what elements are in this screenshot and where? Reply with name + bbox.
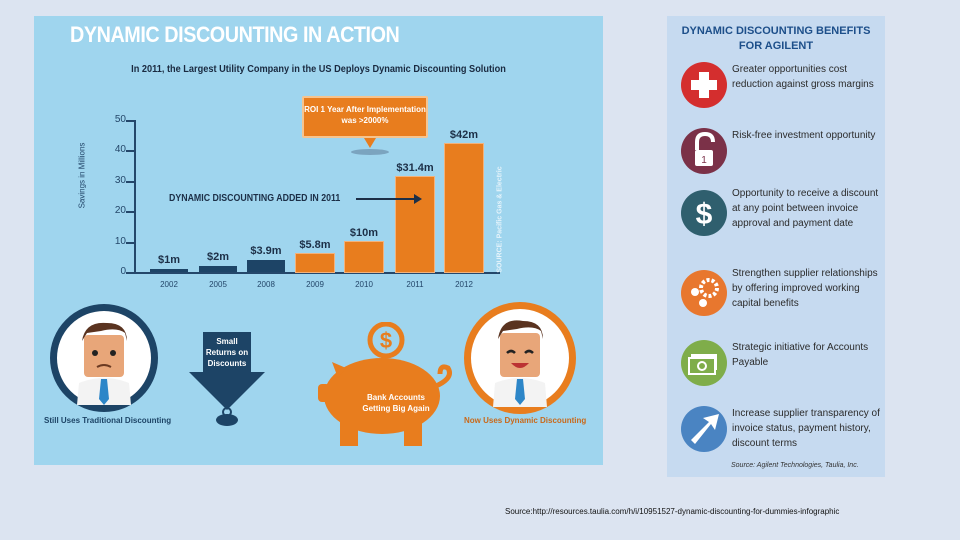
gears-icon [681, 270, 727, 316]
y-tick-label: 10 [114, 235, 126, 247]
bar-value-label: $2m [206, 250, 230, 263]
svg-text:1: 1 [701, 155, 707, 166]
benefits-title-line2: FOR AGILENT [738, 40, 814, 52]
benefits-title: DYNAMIC DISCOUNTING BENEFITS FOR AGILENT [667, 24, 885, 54]
infographic-title: DYNAMIC DISCOUNTING IN ACTION [70, 22, 400, 47]
x-tick-label: 2009 [306, 280, 324, 289]
cash-icon [681, 340, 727, 386]
chart-source-vertical: SOURCE: Pacific Gas & Electric [496, 166, 504, 273]
roi-callout: ROI 1 Year After Implementation was >200… [302, 96, 428, 138]
arrow-up-right-icon [681, 406, 727, 452]
y-tick-label: 30 [114, 174, 126, 186]
dd-added-annotation: DYNAMIC DISCOUNTING ADDED IN 2011 [169, 193, 341, 204]
bar-value-label: $42m [449, 129, 479, 142]
unlocked-padlock-icon: 1 [681, 128, 727, 174]
benefit-text: Strategic initiative for Accounts Payabl… [732, 342, 869, 368]
y-axis [134, 120, 136, 273]
benefits-title-line1: DYNAMIC DISCOUNTING BENEFITS [681, 25, 871, 37]
sad-businessman-avatar [50, 304, 158, 412]
y-tick [126, 120, 134, 122]
svg-text:$: $ [380, 328, 392, 353]
bar-value-label: $1m [157, 253, 181, 266]
y-tick-label: 20 [114, 205, 126, 217]
happy-businessman-avatar [464, 302, 576, 414]
benefit-text: Greater opportunities cost reduction aga… [732, 64, 874, 90]
dynamic-discounting-caption: Now Uses Dynamic Discounting [464, 416, 587, 425]
benefit-text: Increase supplier transparency of invoic… [732, 408, 880, 449]
happy-face-icon [493, 320, 547, 407]
cross-icon [681, 62, 727, 108]
savings-bar-chart: Savings in Millions 0 10 20 30 40 50 $1m 2002 $… [34, 16, 603, 306]
benefit-text: Strengthen supplier relationships by off… [732, 268, 878, 309]
callout-tail [364, 138, 376, 148]
piggy-bank-icon: $ [318, 322, 452, 446]
arrow-right-icon [414, 194, 422, 204]
y-tick [126, 180, 134, 183]
bar-value-label: $3.9m [250, 245, 282, 258]
traditional-discounting-caption: Still Uses Traditional Discounting [44, 416, 172, 425]
callout-shadow [351, 149, 389, 155]
y-tick-label: 40 [114, 144, 126, 156]
piggy-bank-label: Bank Accounts Getting Big Again [362, 393, 430, 413]
sad-face-icon [77, 322, 131, 405]
x-tick-label: 2012 [455, 280, 473, 289]
benefit-text: Risk-free investment opportunity [732, 130, 876, 141]
small-returns-label: Small Returns on Discounts [205, 337, 249, 368]
x-tick-label: 2002 [160, 280, 178, 289]
bar-2012 [445, 144, 483, 272]
down-arrow-icon [189, 332, 265, 426]
y-tick [126, 211, 134, 214]
benefits-source: Source: Agilent Technologies, Taulia, In… [731, 462, 859, 469]
svg-text:$: $ [696, 198, 713, 231]
y-axis-label: Savings in Millions [77, 142, 87, 209]
benefits-panel: DYNAMIC DISCOUNTING BENEFITS FOR AGILENT… [667, 16, 885, 477]
y-tick-label: 50 [114, 114, 126, 125]
footer-source-link[interactable]: Source:http://resources.taulia.com/h/i/1… [505, 507, 840, 516]
bar-2002 [150, 268, 188, 272]
benefit-text: Opportunity to receive a discount at any… [732, 188, 879, 229]
bar-value-label: $5.8m [299, 239, 331, 252]
dollar-icon: $ [681, 190, 727, 236]
x-tick-label: 2011 [406, 280, 424, 289]
x-tick-label: 2005 [209, 280, 227, 289]
y-tick [126, 150, 134, 153]
x-tick-label: 2010 [355, 280, 373, 289]
bar-value-label: $10m [349, 226, 379, 239]
bar-value-label: $31.4m [396, 161, 434, 174]
bar-2010 [345, 241, 383, 272]
bar-2005 [199, 265, 237, 272]
x-axis [134, 272, 500, 274]
dynamic-discounting-infographic: DYNAMIC DISCOUNTING IN ACTION In 2011, t… [34, 16, 603, 465]
y-tick [126, 272, 134, 274]
y-tick-label: 0 [120, 266, 126, 277]
bar-2009 [296, 254, 334, 272]
bar-2008 [247, 260, 285, 272]
bar-2011 [396, 176, 434, 272]
annotation-arrow-line [356, 198, 416, 200]
x-tick-label: 2008 [257, 280, 275, 289]
y-tick [126, 241, 134, 244]
chart-subtitle: In 2011, the Largest Utility Company in … [131, 64, 506, 75]
